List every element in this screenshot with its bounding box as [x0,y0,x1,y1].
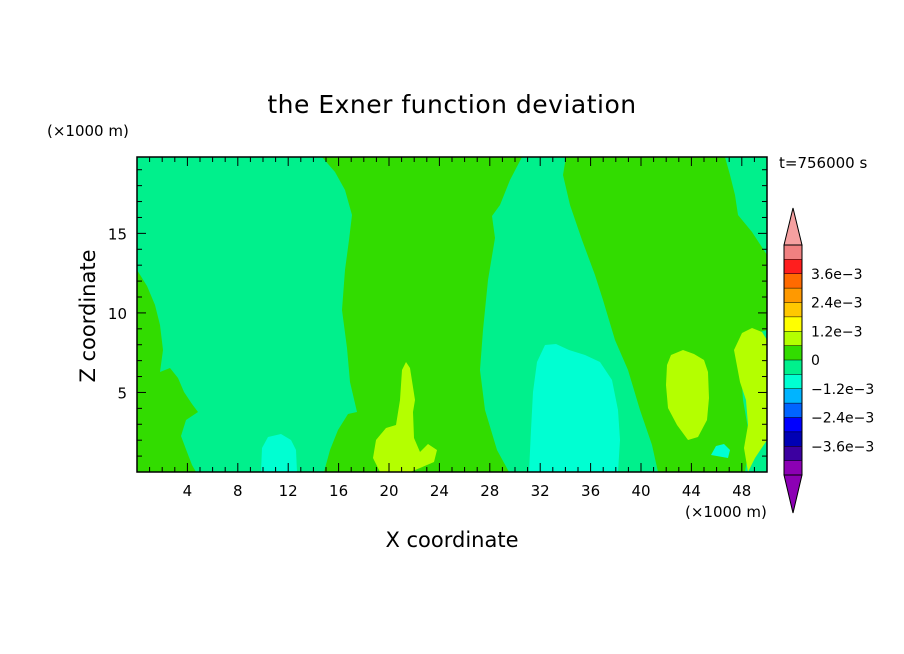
colorbar-swatch [784,460,802,476]
contour-fill-group [137,157,767,472]
colorbar-swatch [784,345,802,361]
colorbar-tick-label: −1.2e−3 [811,382,874,398]
colorbar-swatch [784,302,802,318]
x-tick-label: 24 [430,482,449,500]
colorbar-tick-label: 3.6e−3 [811,267,863,283]
colorbar-swatch [784,360,802,375]
x-tick-label: 40 [631,482,650,500]
time-label: t=756000 s [779,154,867,172]
colorbar-swatch [784,288,802,303]
y-tick-label: 5 [117,384,127,402]
colorbar-swatch [784,331,802,347]
x-tick-label: 28 [480,482,499,500]
x-axis-ticks: 4 8 12 16 20 24 28 32 36 40 44 48 [149,157,755,500]
x-axis-label: X coordinate [385,528,518,552]
chart-title: the Exner function deviation [267,90,636,119]
field-positive-band-west [322,157,522,472]
colorbar-swatch [784,273,802,289]
colorbar-under-arrow [783,474,803,514]
colorbar-tick-label: 1.2e−3 [811,324,863,340]
colorbar-swatch [784,259,802,275]
colorbar-tick-label: −2.4e−3 [811,411,874,427]
colorbar-swatch [784,374,802,390]
colorbar-tick-label: 2.4e−3 [811,296,863,312]
colorbar-swatch [784,403,802,418]
colorbar-swatch [784,446,802,462]
colorbar-tick-label: −3.6e−3 [811,439,874,455]
x-tick-label: 4 [183,482,193,500]
colorbar-swatch [784,245,802,260]
x-tick-label: 20 [379,482,398,500]
x-tick-label: 16 [329,482,348,500]
colorbar: 3.6e−3 2.4e−3 1.2e−3 0 −1.2e−3 −2.4e−3 −3.6e−3 [783,207,874,514]
colorbar-over-arrow [783,207,803,246]
field-positive-cell-1 [373,362,437,472]
field-negative-speck [711,444,730,458]
field-positive-band-east [563,157,767,472]
field-positive-cell-2 [666,350,709,440]
y-axis-label: Z coordinate [76,249,100,382]
field-negative-cell-center [529,344,620,472]
y-axis-ticks: 5 10 15 [108,169,767,457]
x-unit-label: (×1000 m) [685,503,767,521]
x-tick-label: 48 [732,482,751,500]
y-unit-label: (×1000 m) [47,122,129,140]
x-tick-label: 12 [279,482,298,500]
colorbar-swatch [784,417,802,433]
colorbar-swatch [784,388,802,404]
colorbar-swatch [784,316,802,332]
field-positive-cell-3 [734,328,767,472]
x-tick-label: 32 [531,482,550,500]
colorbar-swatch [784,431,802,447]
x-tick-label: 36 [581,482,600,500]
field-negative-cell-small [261,434,297,472]
y-tick-label: 10 [108,305,127,323]
x-tick-label: 44 [682,482,701,500]
x-tick-label: 8 [233,482,243,500]
y-tick-label: 15 [108,225,127,243]
colorbar-tick-label: 0 [811,353,820,369]
field-positive-edge-west [137,270,198,472]
